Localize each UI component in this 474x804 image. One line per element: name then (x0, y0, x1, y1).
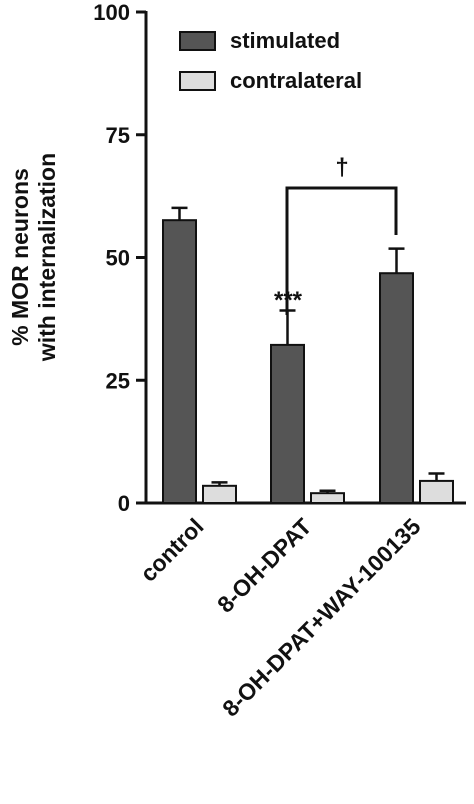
legend-swatch (179, 71, 216, 91)
error-bar (211, 481, 228, 486)
significance-bracket (285, 186, 398, 315)
error-bar (319, 489, 336, 494)
error-bar (388, 247, 405, 274)
bar (270, 343, 305, 505)
y-tick-label: 0 (118, 491, 130, 516)
bar (419, 479, 454, 504)
y-axis-label: % MOR neurons (7, 168, 33, 346)
error-bar (171, 206, 188, 221)
x-tick-label: 8-OH-DPAT+WAY-100135 (217, 513, 426, 722)
y-tick-label: 50 (106, 246, 130, 271)
y-axis-label: with internalization (34, 153, 60, 362)
bar (162, 219, 197, 505)
error-bar (428, 472, 445, 481)
legend-label: stimulated (230, 28, 340, 53)
bar (202, 484, 237, 505)
y-tick-label: 75 (106, 123, 130, 148)
annotation: † (335, 154, 348, 181)
legend-swatch (179, 31, 216, 51)
y-tick-label: 100 (93, 0, 130, 25)
y-tick-label: 25 (106, 368, 130, 393)
bar (310, 492, 345, 504)
x-tick-label: control (135, 513, 209, 587)
x-tick-label: 8-OH-DPAT (212, 513, 317, 618)
bar (379, 272, 414, 504)
annotation: *** (274, 287, 303, 314)
legend-label: contralateral (230, 68, 362, 93)
error-bar (279, 309, 296, 345)
